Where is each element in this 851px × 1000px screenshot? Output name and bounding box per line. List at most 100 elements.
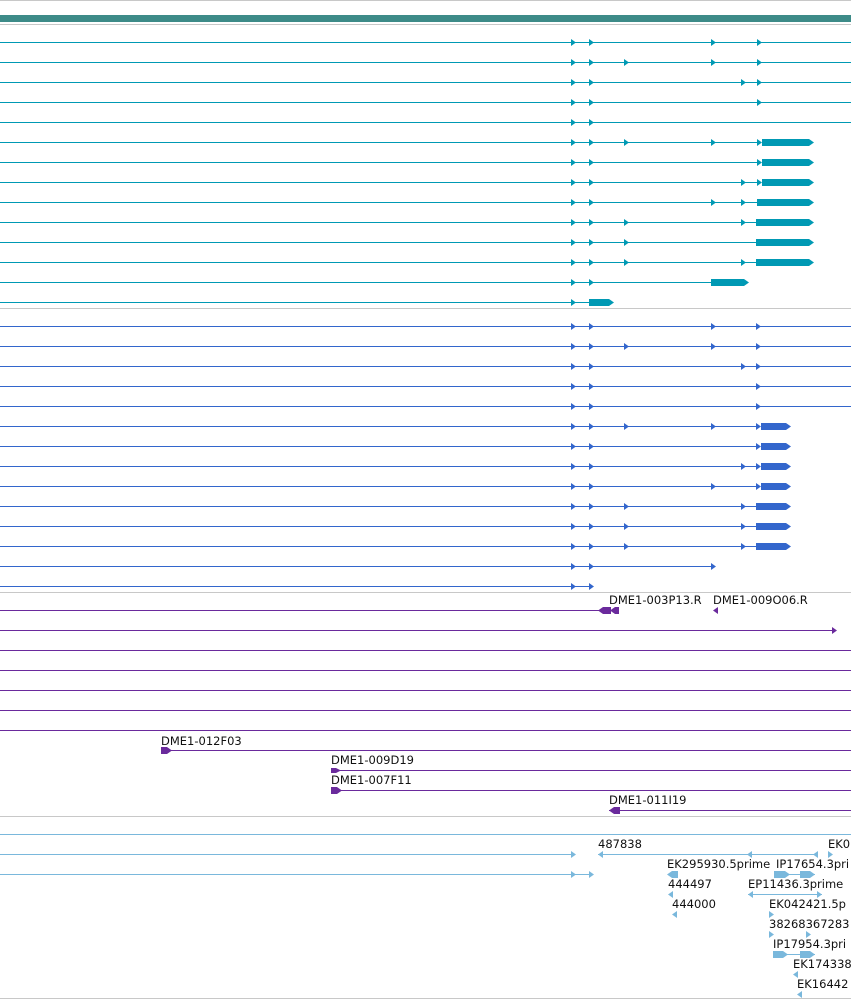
exon-marker[interactable] [757,79,762,86]
est-block[interactable] [800,871,815,878]
clone-label-012f03[interactable]: DME1-012F03 [161,734,242,748]
exon-marker[interactable] [711,59,716,66]
exon-marker[interactable] [624,343,629,350]
exon-marker[interactable] [571,59,576,66]
exon-block[interactable] [711,279,749,286]
exon-marker[interactable] [571,99,576,106]
exon-marker[interactable] [711,39,716,46]
exon-marker[interactable] [624,523,629,530]
est-marker[interactable] [793,971,798,978]
exon-marker[interactable] [756,363,761,370]
est-marker[interactable] [571,851,576,858]
exon-marker[interactable] [589,199,594,206]
exon-marker[interactable] [711,323,716,330]
exon-marker[interactable] [571,343,576,350]
exon-marker[interactable] [589,239,594,246]
exon-marker[interactable] [589,179,594,186]
exon-marker[interactable] [711,139,716,146]
exon-marker[interactable] [589,483,594,490]
clone-end-block[interactable] [598,607,611,614]
exon-marker[interactable] [711,423,716,430]
exon-marker[interactable] [589,423,594,430]
exon-block[interactable] [761,483,791,490]
exon-marker[interactable] [756,423,761,430]
lightblue-est-track[interactable]: 487838 EK0 EK295930.5prime IP17654.3pri … [0,834,851,999]
exon-marker[interactable] [757,139,762,146]
clone-label-009d19[interactable]: DME1-009D19 [331,753,414,767]
clone-end-marker[interactable] [832,627,837,634]
exon-marker[interactable] [589,343,594,350]
exon-marker[interactable] [589,259,594,266]
exon-block[interactable] [762,139,814,146]
exon-marker[interactable] [741,363,746,370]
exon-block[interactable] [589,299,614,306]
clone-end-marker[interactable] [713,607,718,614]
exon-marker[interactable] [741,179,746,186]
est-label-ek16442[interactable]: EK16442 [797,977,848,991]
clone-label-011i19[interactable]: DME1-011I19 [609,793,687,807]
exon-marker[interactable] [571,199,576,206]
blue-transcript-track[interactable] [0,323,851,590]
est-marker[interactable] [828,851,833,858]
exon-marker[interactable] [624,423,629,430]
exon-marker[interactable] [571,79,576,86]
est-block[interactable] [774,871,790,878]
exon-block[interactable] [756,543,791,550]
exon-marker[interactable] [571,483,576,490]
exon-marker[interactable] [571,239,576,246]
exon-marker[interactable] [589,159,594,166]
est-marker[interactable] [748,891,753,898]
est-marker[interactable] [668,891,673,898]
exon-marker[interactable] [571,403,576,410]
exon-block[interactable] [762,159,814,166]
exon-marker[interactable] [589,463,594,470]
purple-clone-track[interactable]: DME1-003P13.R DME1-009O06.R DME1-012F03 … [0,593,851,814]
exon-marker[interactable] [756,463,761,470]
exon-marker[interactable] [571,543,576,550]
exon-marker[interactable] [757,159,762,166]
est-block[interactable] [667,871,678,878]
exon-marker[interactable] [757,179,762,186]
est-marker[interactable] [589,871,594,878]
exon-marker[interactable] [756,323,761,330]
exon-block[interactable] [756,503,791,510]
exon-marker[interactable] [571,139,576,146]
exon-marker[interactable] [589,39,594,46]
exon-marker[interactable] [571,179,576,186]
clone-end-block[interactable] [161,747,172,754]
exon-block[interactable] [761,463,791,470]
exon-marker[interactable] [589,403,594,410]
est-label-ep11436[interactable]: EP11436.3prime [748,877,843,891]
exon-marker[interactable] [624,219,629,226]
exon-block[interactable] [762,179,814,186]
exon-marker[interactable] [741,503,746,510]
est-label-ip17954[interactable]: IP17954.3pri [773,937,846,951]
exon-block[interactable] [756,239,814,246]
exon-marker[interactable] [589,59,594,66]
est-marker[interactable] [598,851,603,858]
est-marker[interactable] [672,911,677,918]
exon-marker[interactable] [756,483,761,490]
exon-marker[interactable] [741,199,746,206]
exon-marker[interactable] [571,563,576,570]
exon-marker[interactable] [757,59,762,66]
exon-block[interactable] [761,423,791,430]
exon-marker[interactable] [589,503,594,510]
exon-marker[interactable] [589,583,594,590]
exon-marker[interactable] [589,79,594,86]
exon-marker[interactable] [571,443,576,450]
exon-marker[interactable] [571,583,576,590]
est-marker[interactable] [769,911,774,918]
clone-label-009o06[interactable]: DME1-009O06.R [713,593,808,607]
exon-marker[interactable] [571,119,576,126]
exon-block[interactable] [756,219,814,226]
est-marker[interactable] [813,851,818,858]
exon-marker[interactable] [624,543,629,550]
exon-marker[interactable] [711,563,716,570]
exon-marker[interactable] [589,363,594,370]
exon-marker[interactable] [711,199,716,206]
est-marker[interactable] [571,871,576,878]
exon-marker[interactable] [571,523,576,530]
est-label-ek0[interactable]: EK0 [828,837,850,851]
exon-marker[interactable] [741,543,746,550]
